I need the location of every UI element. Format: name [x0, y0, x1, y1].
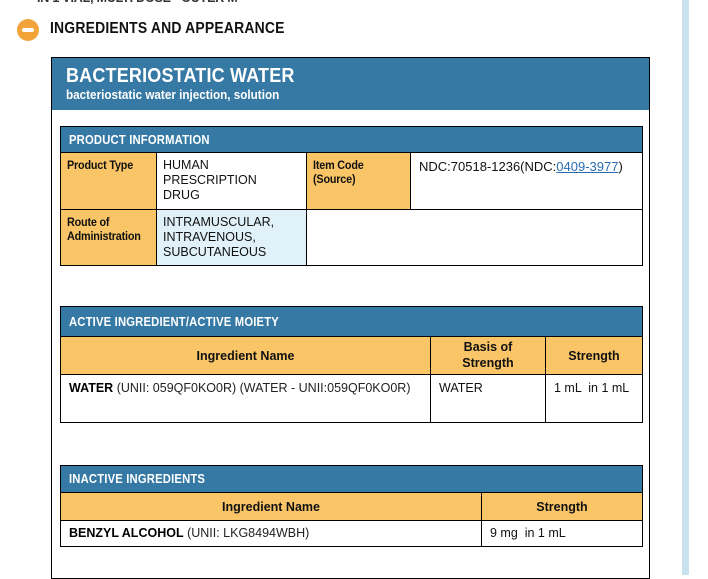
- active-ingredient-row: WATER (UNII: 059QF0KO0R) (WATER - UNII:0…: [61, 375, 642, 423]
- inactive-ingredients-header: INACTIVE INGREDIENTS: [61, 466, 642, 494]
- page-edge-stripe: [682, 0, 689, 575]
- item-code-label: Item Code (Source): [307, 153, 411, 210]
- column-header-ingredient-name: Ingredient Name: [61, 493, 482, 522]
- drug-title-band: BACTERIOSTATIC WATER bacteriostatic wate…: [52, 58, 649, 110]
- active-ingredient-column-headers: Ingredient Name Basis of Strength Streng…: [61, 337, 642, 376]
- inactive-ingredient-strength: 9 mg in 1 mL: [490, 526, 566, 541]
- drug-title: BACTERIOSTATIC WATER: [66, 65, 295, 87]
- active-ingredient-header: ACTIVE INGREDIENT/ACTIVE MOIETY: [61, 307, 642, 337]
- column-header-strength: Strength: [482, 493, 642, 522]
- column-header-ingredient-name: Ingredient Name: [61, 337, 431, 376]
- label-document-box: BACTERIOSTATIC WATER bacteriostatic wate…: [51, 57, 650, 579]
- ndc-suffix: ): [618, 159, 623, 174]
- clipped-packaging-text: IN 1 VIAL, MULTI DOSE - OUTER M: [37, 0, 337, 6]
- active-ingredient-basis: WATER: [431, 375, 546, 423]
- collapse-section-icon[interactable]: [17, 19, 39, 41]
- column-header-strength: Strength: [546, 337, 642, 376]
- ndc-source-link[interactable]: 0409-3977: [556, 159, 619, 174]
- active-ingredient-table: ACTIVE INGREDIENT/ACTIVE MOIETY Ingredie…: [60, 306, 643, 424]
- product-information-row-2: Route of Administration INTRAMUSCULAR, I…: [61, 210, 642, 265]
- item-code-value: NDC:70518-1236(NDC:0409-3977): [411, 153, 642, 210]
- product-information-table: PRODUCT INFORMATION Product Type HUMAN P…: [60, 126, 643, 266]
- inactive-ingredient-row: BENZYL ALCOHOL (UNII: LKG8494WBH) 9 mg i…: [61, 521, 642, 547]
- product-type-label: Product Type: [61, 153, 157, 210]
- product-information-header: PRODUCT INFORMATION: [61, 127, 642, 153]
- product-type-value: HUMAN PRESCRIPTION DRUG: [157, 153, 307, 210]
- inactive-ingredient-name: BENZYL ALCOHOL (UNII: LKG8494WBH): [61, 521, 482, 547]
- minus-glyph: [22, 28, 34, 32]
- column-header-basis-of-strength: Basis of Strength: [431, 337, 546, 376]
- active-ingredient-strength: 1 mL in 1 mL: [554, 381, 630, 396]
- route-of-administration-label: Route of Administration: [61, 210, 157, 265]
- drug-subtitle: bacteriostatic water injection, solution: [66, 87, 280, 102]
- inactive-ingredients-column-headers: Ingredient Name Strength: [61, 493, 642, 522]
- product-information-row-1: Product Type HUMAN PRESCRIPTION DRUG Ite…: [61, 153, 642, 210]
- empty-cell: [307, 210, 642, 265]
- route-of-administration-value: INTRAMUSCULAR, INTRAVENOUS, SUBCUTANEOUS: [157, 210, 307, 265]
- active-ingredient-name: WATER (UNII: 059QF0KO0R) (WATER - UNII:0…: [61, 375, 431, 423]
- ndc-prefix: NDC:70518-1236(NDC:: [419, 159, 557, 174]
- section-heading: INGREDIENTS AND APPEARANCE: [50, 20, 285, 37]
- inactive-ingredients-table: INACTIVE INGREDIENTS Ingredient Name Str…: [60, 465, 643, 548]
